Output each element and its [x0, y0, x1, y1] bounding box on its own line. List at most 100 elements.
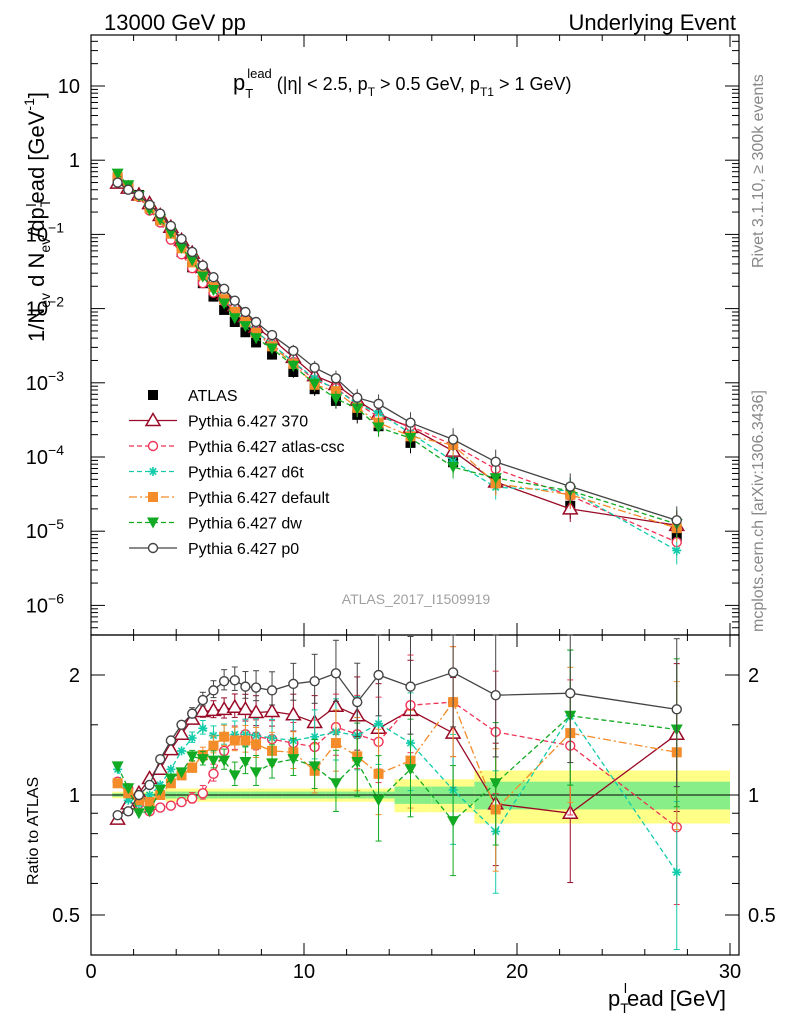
ratio-data-point: [251, 739, 262, 750]
ratio-data-point: [218, 755, 231, 767]
rivet-version-label: Rivet 3.1.10, ≥ 300k events: [750, 74, 767, 268]
ratio-data-point: [176, 796, 187, 808]
main-data-point: [229, 295, 240, 306]
main-data-point: [197, 260, 209, 271]
legend-label: ATLAS: [188, 388, 238, 405]
main-y-tick-label: 10: [58, 76, 80, 98]
main-data-point: [111, 168, 124, 180]
ratio-data-point: [207, 755, 220, 767]
ratio-data-point: [208, 768, 219, 780]
ratio-data-point: [155, 753, 166, 765]
main-data-point: [186, 255, 199, 267]
ratio-data-point: [219, 731, 230, 742]
main-data-point: [112, 177, 123, 188]
ratio-data-point: [144, 779, 155, 791]
main-data-point: [208, 271, 219, 283]
ratio-data-point: [194, 702, 212, 718]
legend-marker: [148, 492, 158, 502]
ratio-data-point: [208, 740, 219, 751]
ratio-data-point: [196, 754, 209, 766]
legend-marker: [147, 542, 159, 554]
ratio-data-point: [164, 773, 177, 785]
ratio-data-point: [330, 738, 341, 749]
ratio-data-point: [173, 725, 190, 741]
main-data-point: [373, 398, 384, 410]
main-data-point: [133, 189, 145, 201]
ratio-data-point: [176, 719, 187, 731]
main-data-point: [671, 515, 682, 526]
ratio-data-point: [228, 770, 241, 782]
main-data-point: [165, 220, 177, 232]
ratio-data-point: [310, 732, 320, 742]
main-data-point: [405, 417, 416, 428]
legend-label: Pythia 6.427 default: [188, 490, 330, 507]
ratio-data-point: [490, 689, 501, 701]
main-data-point: [175, 242, 188, 254]
main-data-point: [218, 283, 230, 294]
main-data-point: [447, 434, 459, 445]
main-data-point: [250, 316, 262, 328]
ratio-data-point: [237, 700, 254, 716]
main-data-point: [240, 306, 251, 318]
ratio-data-point: [177, 746, 187, 756]
ratio-data-point: [373, 669, 384, 681]
main-data-point: [288, 366, 299, 377]
legend-marker: [147, 517, 159, 529]
main-data-point: [144, 199, 155, 211]
ratio-series-5: [112, 634, 682, 821]
legend-marker: [147, 440, 159, 452]
ratio-data-point: [175, 767, 188, 779]
main-data-point: [267, 349, 278, 360]
main-data-point: [186, 246, 198, 258]
main-data-point: [266, 343, 279, 355]
ratio-data-point: [288, 678, 299, 690]
legend-label: Pythia 6.427 dw: [188, 516, 302, 533]
ratio-data-point: [308, 761, 321, 773]
ratio-data-point: [154, 784, 167, 796]
legend-entry-2: Pythia 6.427 atlas-csc: [129, 439, 345, 456]
ratio-data-point: [123, 806, 134, 817]
xlabel: pTlead [GeV]: [608, 980, 726, 1016]
legend-entry-0: ATLAS: [148, 388, 238, 405]
main-data-point: [489, 473, 502, 485]
ratio-data-point: [165, 800, 177, 811]
main-data-point: [330, 373, 342, 384]
ratio-data-point: [205, 701, 222, 717]
ratio-data-point: [247, 704, 265, 719]
ratio-data-point: [250, 767, 263, 779]
ratio-data-point: [489, 778, 502, 790]
ratio-data-point: [112, 778, 123, 789]
ratio-data-point: [186, 708, 198, 719]
ratio-data-point: [672, 867, 682, 877]
ratio-y-tick-label: 1: [69, 785, 80, 807]
legend-label: Pythia 6.427 atlas-csc: [188, 439, 345, 456]
main-y-tick-label: 10−5: [26, 516, 64, 543]
ratio-data-point: [287, 754, 300, 766]
main-y-tick-label: 10−2: [26, 294, 64, 321]
legend-marker: [148, 390, 158, 400]
main-data-point: [308, 378, 321, 390]
ratio-data-point: [162, 741, 180, 756]
ratio-data-point: [143, 806, 156, 818]
ratio-data-point: [266, 685, 278, 696]
main-data-point: [240, 327, 251, 338]
ratio-data-point: [197, 788, 209, 799]
ratio-y-tick-label-right: 1: [748, 785, 759, 807]
main-data-point: [239, 321, 252, 333]
main-series-6: [112, 177, 682, 535]
main-data-point: [352, 392, 363, 403]
header-left-label: 13000 GeV pp: [104, 10, 246, 35]
main-y-tick-label: 10−4: [26, 442, 64, 469]
ratio-data-point: [132, 808, 145, 820]
ratio-data-point: [218, 675, 230, 687]
main-data-point: [404, 433, 417, 445]
ratio-y-tick-label-right: 0.5: [748, 905, 776, 927]
analysis-id-label: ATLAS_2017_I1509919: [342, 591, 491, 607]
main-series-5: [111, 168, 683, 539]
ratio-data-point: [123, 795, 133, 805]
legend-entry-3: Pythia 6.427 d6t: [129, 465, 304, 482]
ratio-y-tick-label-right: 2: [748, 665, 759, 687]
x-tick-label: 20: [506, 961, 528, 983]
main-data-point: [372, 422, 385, 434]
